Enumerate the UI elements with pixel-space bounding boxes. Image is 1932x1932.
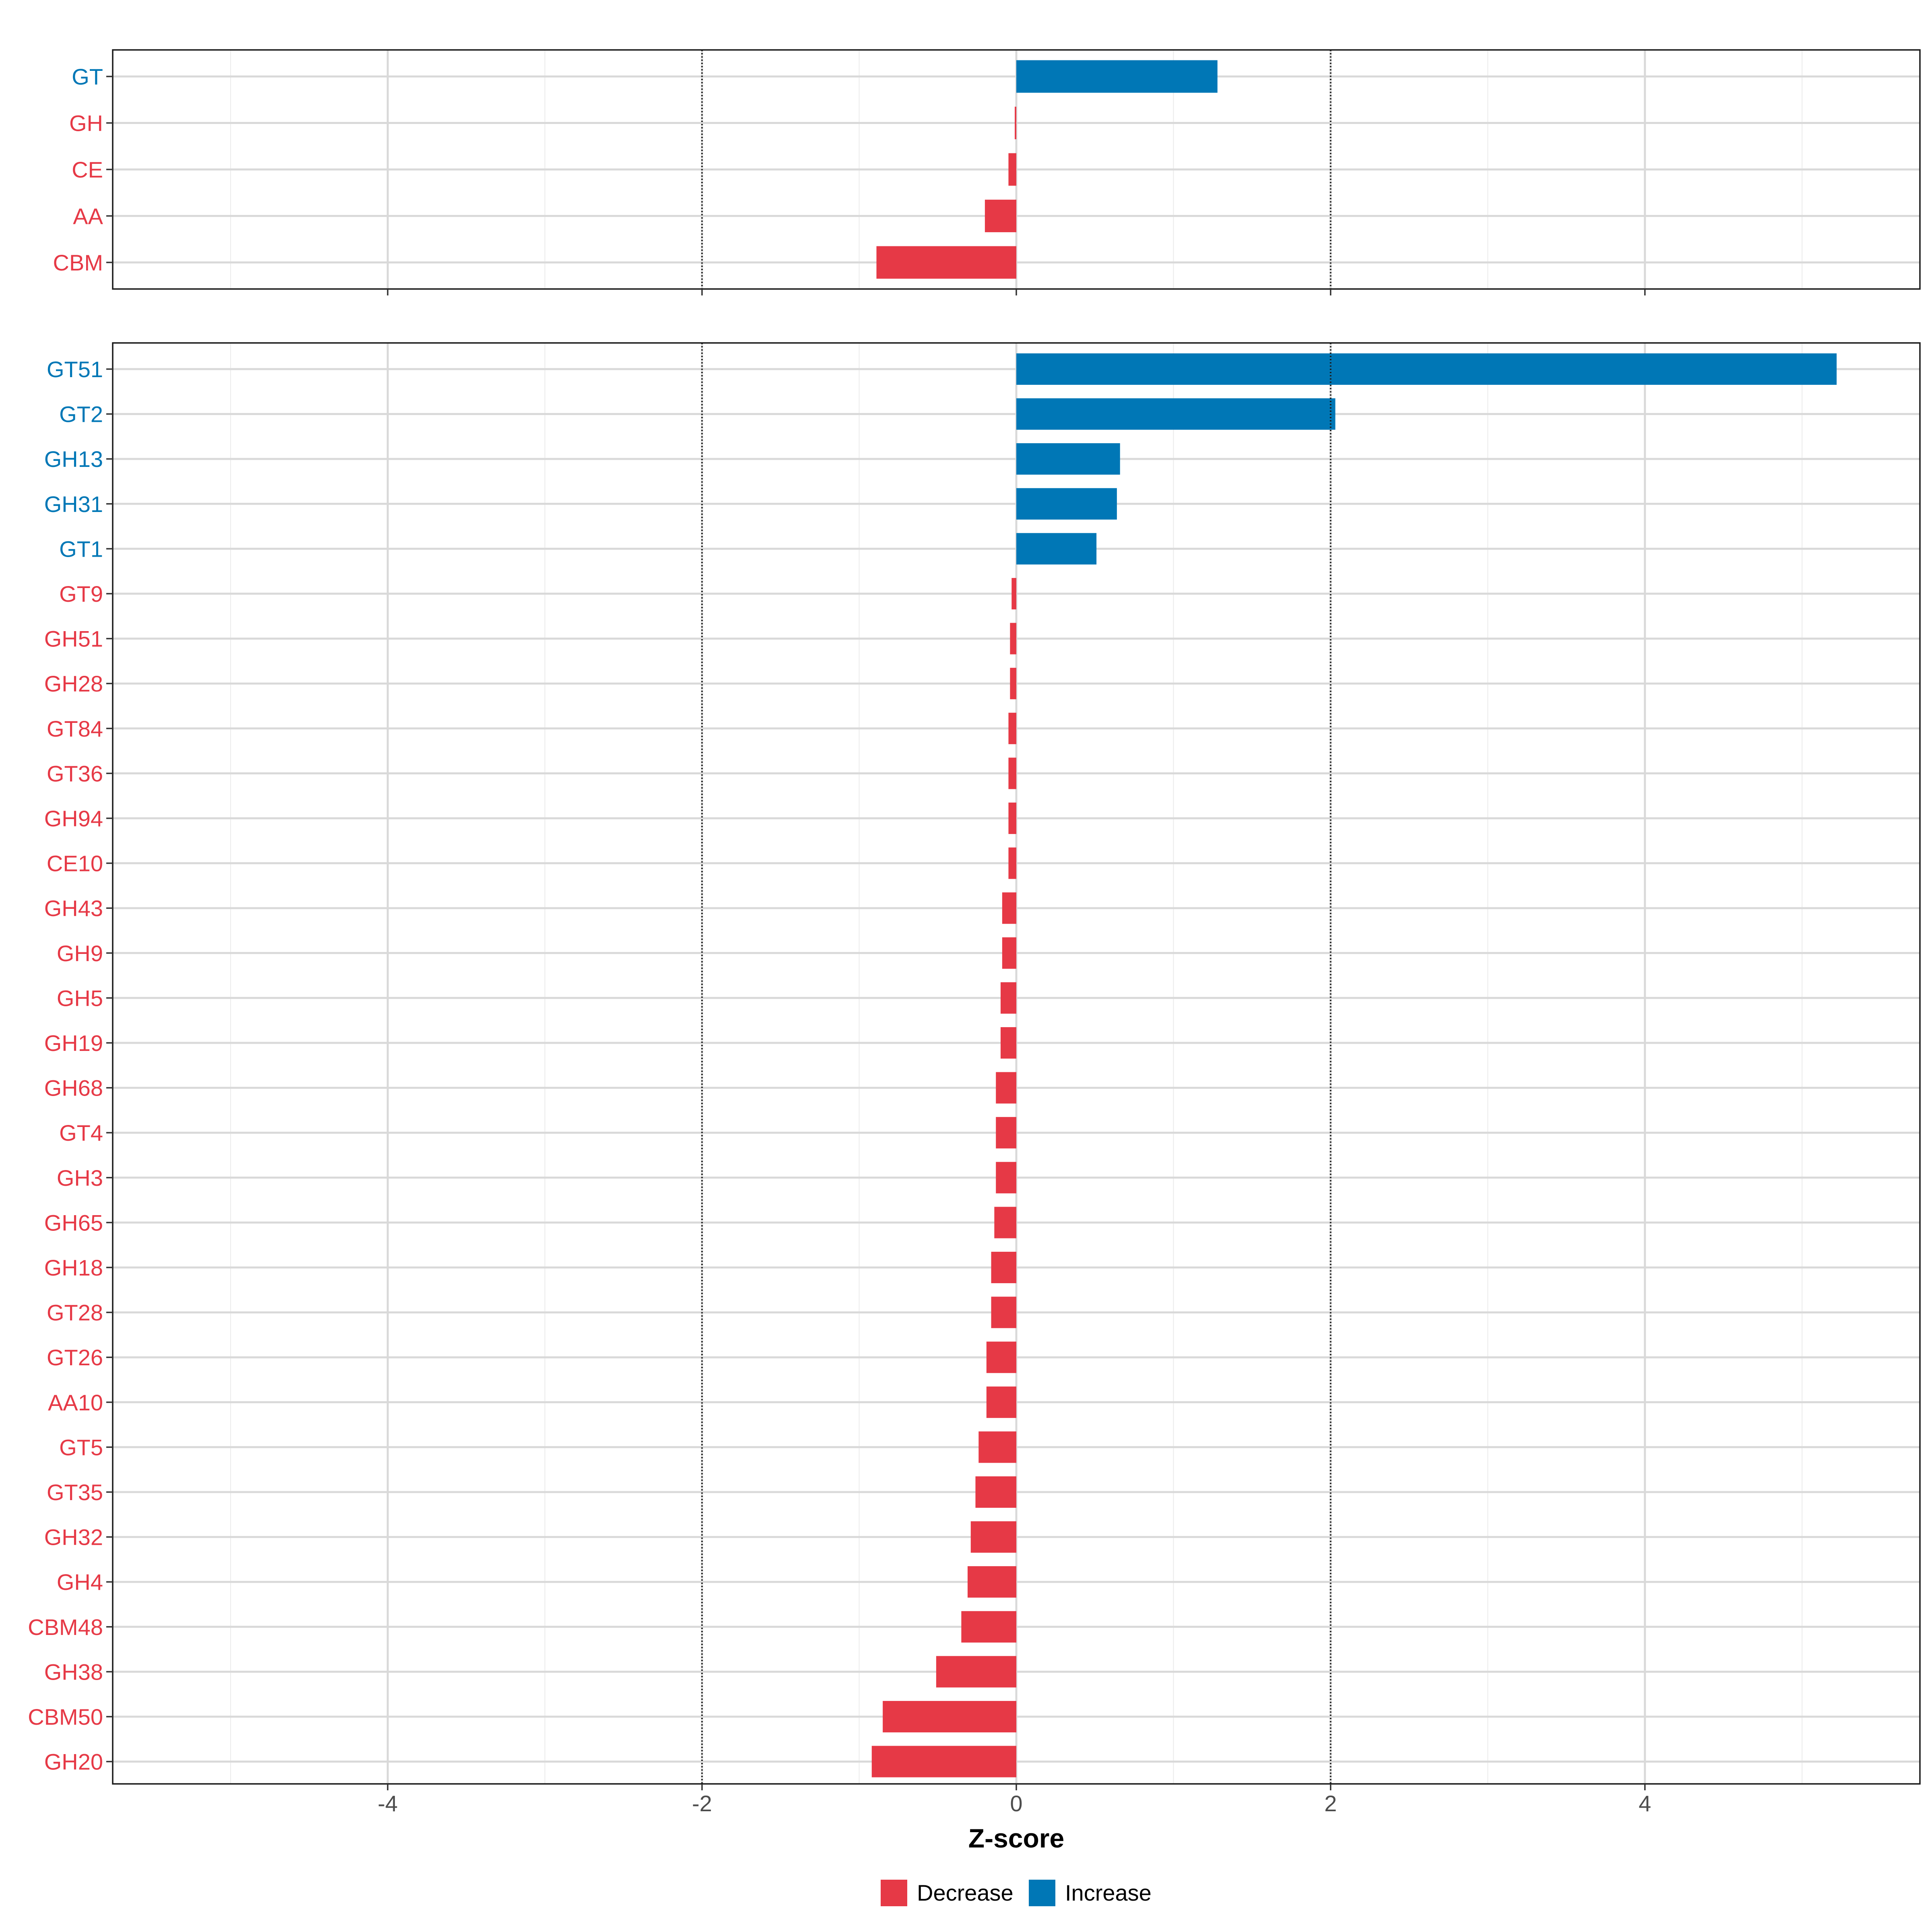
panel-top: GT GH CE AA CBM xyxy=(53,49,1921,295)
bar-gh xyxy=(1015,107,1016,139)
legend-swatch-increase xyxy=(1029,1880,1055,1906)
bar-gt28 xyxy=(991,1296,1016,1328)
category-label-aa10: AA10 xyxy=(48,1390,103,1415)
legend: Decrease Increase xyxy=(881,1880,1152,1906)
category-label-gh18: GH18 xyxy=(44,1255,103,1280)
legend-swatch-decrease xyxy=(881,1880,907,1906)
category-label-gh28: GH28 xyxy=(44,671,103,696)
category-label-gh65: GH65 xyxy=(44,1210,103,1235)
category-label-gt1: GT1 xyxy=(59,536,103,561)
category-label-gt9: GT9 xyxy=(59,581,103,607)
category-label-gh31: GH31 xyxy=(44,491,103,517)
category-label-ce: CE xyxy=(72,157,103,182)
x-tick-label: -4 xyxy=(378,1791,398,1816)
category-label-gh: GH xyxy=(69,111,103,136)
bar-gt51 xyxy=(1016,353,1837,385)
x-tick-label: 0 xyxy=(1010,1791,1022,1816)
category-label-gh19: GH19 xyxy=(44,1030,103,1056)
category-label-gh32: GH32 xyxy=(44,1525,103,1550)
bar-gh65 xyxy=(994,1207,1016,1238)
bar-gt2 xyxy=(1016,398,1335,430)
bar-gh9 xyxy=(1002,937,1016,969)
bar-gt9 xyxy=(1011,578,1016,610)
category-label-gh68: GH68 xyxy=(44,1075,103,1101)
x-tick-label: -2 xyxy=(692,1791,712,1816)
category-label-gt2: GT2 xyxy=(59,402,103,427)
category-label-gt36: GT36 xyxy=(47,761,103,786)
category-label-gt35: GT35 xyxy=(47,1480,103,1505)
bar-gt xyxy=(1016,60,1218,93)
bar-gh32 xyxy=(970,1521,1016,1553)
bar-gh31 xyxy=(1016,488,1117,520)
bar-gh3 xyxy=(996,1162,1016,1193)
category-label-gh13: GH13 xyxy=(44,446,103,472)
bar-gh43 xyxy=(1002,892,1016,924)
category-label-gh94: GH94 xyxy=(44,806,103,831)
bar-gh51 xyxy=(1010,623,1016,654)
category-label-gt26: GT26 xyxy=(47,1345,103,1370)
bar-aa xyxy=(985,200,1016,232)
category-label-gh4: GH4 xyxy=(57,1569,103,1595)
x-tick-label: 4 xyxy=(1639,1791,1651,1816)
category-label-gt28: GT28 xyxy=(47,1300,103,1325)
bar-gh38 xyxy=(936,1656,1016,1688)
x-axis-title: Z-score xyxy=(968,1823,1064,1853)
bar-gt4 xyxy=(996,1117,1016,1149)
x-tick-label: 2 xyxy=(1324,1791,1337,1816)
category-label-gt84: GT84 xyxy=(47,716,103,741)
bar-gh18 xyxy=(991,1251,1016,1284)
bar-gt36 xyxy=(1008,758,1016,789)
category-label-aa: AA xyxy=(73,204,103,229)
bar-aa10 xyxy=(986,1386,1016,1418)
category-label-gh5: GH5 xyxy=(57,985,103,1011)
bar-gh4 xyxy=(967,1566,1016,1598)
bar-cbm50 xyxy=(883,1701,1016,1733)
category-label-cbm: CBM xyxy=(53,250,103,275)
category-label-gt51: GT51 xyxy=(47,357,103,382)
category-label-cbm48: CBM48 xyxy=(28,1614,103,1640)
bar-gt84 xyxy=(1008,712,1016,744)
bar-gh19 xyxy=(1000,1027,1016,1059)
panel-bottom: GT51 GT2 GH13 GH31 GT1 GT9 GH51 GH28 GT84 GT36 GH9… xyxy=(28,342,1921,1790)
category-label-gh51: GH51 xyxy=(44,626,103,652)
bar-gt26 xyxy=(986,1342,1016,1373)
bar-gh13 xyxy=(1016,443,1120,475)
category-label-gh43: GH43 xyxy=(44,896,103,921)
category-label-gh20: GH20 xyxy=(44,1749,103,1775)
bar-cbm48 xyxy=(961,1611,1016,1643)
x-axis: -4 -2 0 2 4 xyxy=(378,1791,1651,1816)
category-label-gt5: GT5 xyxy=(59,1435,103,1460)
bar-gh20 xyxy=(871,1746,1016,1777)
category-label-gt4: GT4 xyxy=(59,1120,103,1146)
bar-gt5 xyxy=(978,1431,1016,1463)
bar-gh94 xyxy=(1008,802,1016,834)
category-label-gh3: GH3 xyxy=(57,1165,103,1191)
category-label-gh38: GH38 xyxy=(44,1659,103,1684)
bar-gh5 xyxy=(1000,982,1016,1014)
bar-gh68 xyxy=(996,1072,1016,1104)
legend-label-decrease: Decrease xyxy=(917,1880,1013,1905)
bar-gt35 xyxy=(975,1476,1016,1508)
category-label-gt: GT xyxy=(72,64,103,89)
bar-cbm xyxy=(876,246,1016,279)
category-label-ce10: CE10 xyxy=(47,851,103,876)
legend-label-increase: Increase xyxy=(1065,1880,1152,1905)
bar-ce xyxy=(1008,153,1016,186)
category-label-cbm50: CBM50 xyxy=(28,1704,103,1730)
category-label-gh9: GH9 xyxy=(57,941,103,966)
bar-gh28 xyxy=(1010,668,1016,700)
bar-gt1 xyxy=(1016,533,1097,565)
bar-ce10 xyxy=(1008,847,1016,879)
